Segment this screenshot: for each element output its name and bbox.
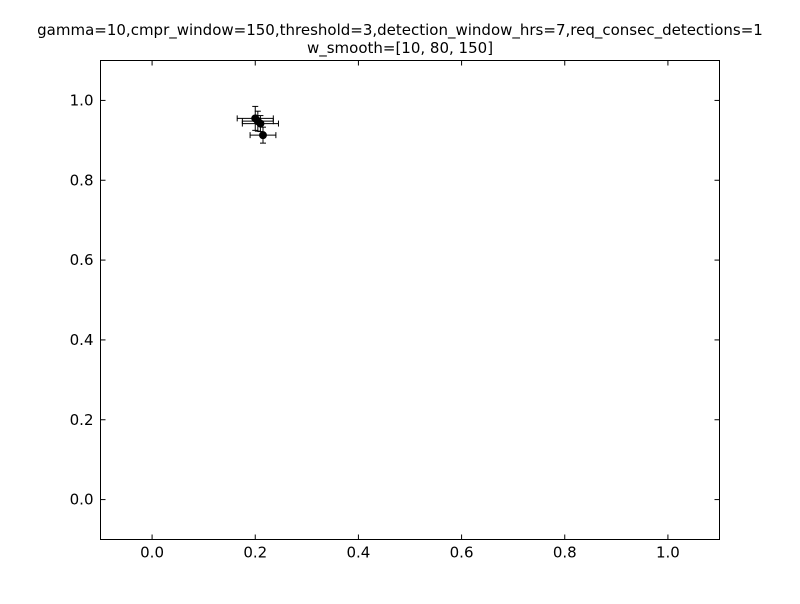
y-tick-label: 1.0 [70, 91, 94, 109]
ticks-layer: 0.0 0.2 0.4 0.6 0.8 1.0 0.0 0.2 0.4 0.6 0.8 1.0 [70, 60, 720, 562]
chart-title-line-1: gamma=10,cmpr_window=150,threshold=3,det… [37, 21, 763, 39]
x-tick-label: 1.0 [656, 544, 680, 562]
y-tick-label: 0.2 [70, 411, 94, 429]
x-tick-label: 0.0 [140, 544, 164, 562]
chart-title-line-2: w_smooth=[10, 80, 150] [306, 39, 494, 57]
plot-area-frame [100, 60, 720, 540]
data-point [258, 131, 267, 140]
x-tick-label: 0.6 [450, 544, 474, 562]
y-tick-label: 0.8 [70, 171, 94, 189]
marks-layer [236, 105, 279, 144]
y-tick-label: 0.4 [70, 331, 94, 349]
x-tick-label: 0.2 [243, 544, 267, 562]
data-point [253, 117, 262, 126]
x-tick-label: 0.4 [346, 544, 370, 562]
y-tick-label: 0.0 [70, 491, 94, 509]
y-tick-label: 0.6 [70, 251, 94, 269]
x-tick-label: 0.8 [553, 544, 577, 562]
